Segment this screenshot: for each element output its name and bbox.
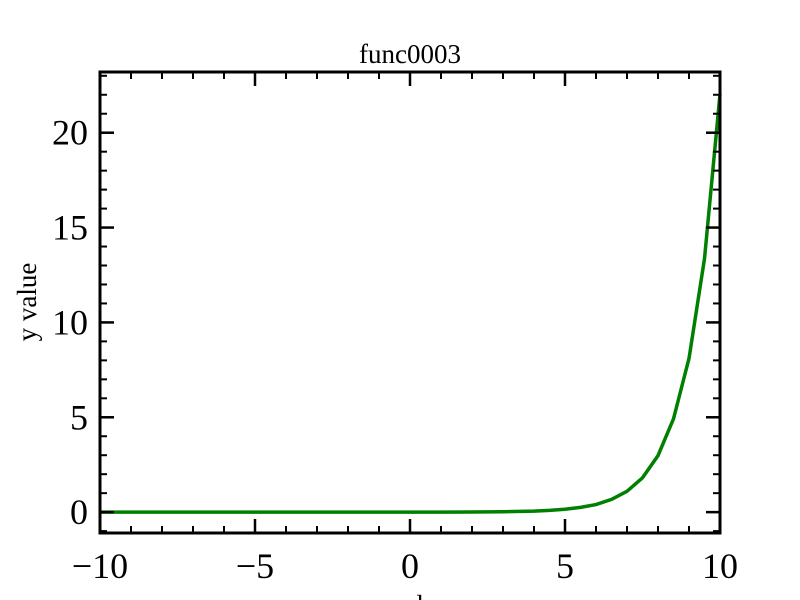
y-tick-label: 5 bbox=[70, 397, 88, 437]
y-tick-label: 10 bbox=[52, 302, 88, 342]
data-line bbox=[100, 94, 722, 514]
x-tick-label: 10 bbox=[702, 546, 738, 586]
x-tick-label: 0 bbox=[401, 546, 419, 586]
x-tick-label: −10 bbox=[72, 546, 128, 586]
x-axis-label: x value bbox=[371, 590, 450, 600]
chart-title: func0003 bbox=[359, 39, 461, 69]
x-tick-label: 5 bbox=[556, 546, 574, 586]
x-tick-label: −5 bbox=[236, 546, 274, 586]
y-axis-label: y value bbox=[12, 263, 42, 342]
y-tick-label: 0 bbox=[70, 492, 88, 532]
y-tick-label: 15 bbox=[52, 208, 88, 248]
y-tick-label: 20 bbox=[52, 113, 88, 153]
